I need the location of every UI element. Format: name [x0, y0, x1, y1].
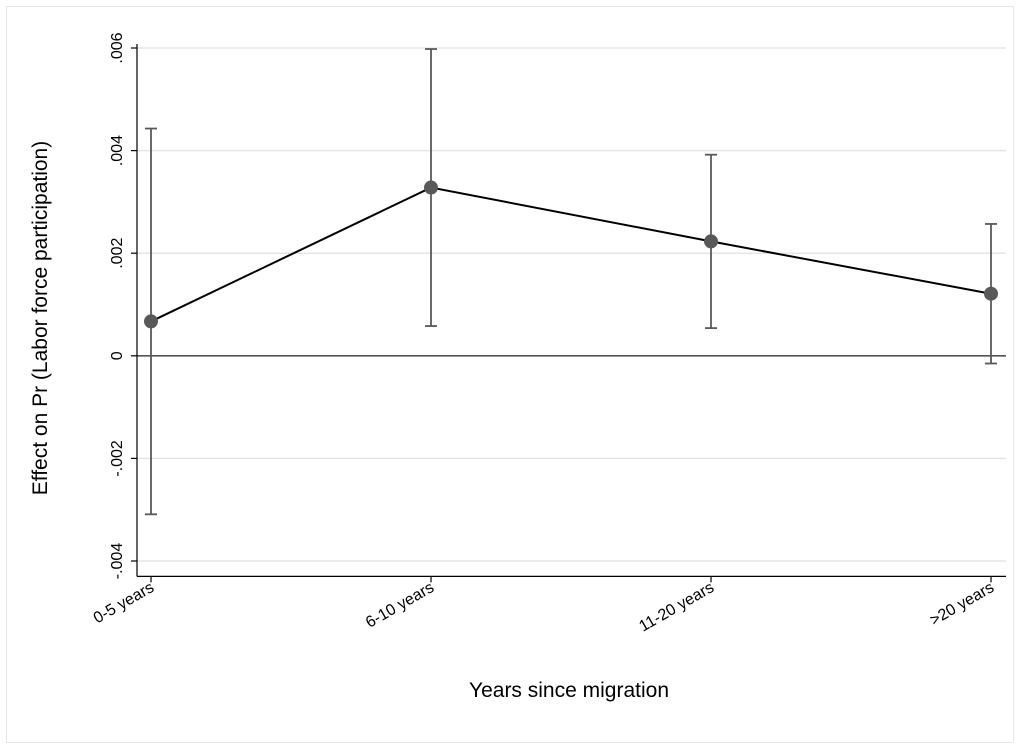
x-tick-label: >20 years: [927, 579, 997, 629]
x-tick-label: 11-20 years: [636, 579, 717, 635]
x-axis-title: Years since migration: [469, 679, 669, 702]
y-axis-title: Effect on Pr (Labor force participation): [29, 141, 52, 495]
data-point: [984, 286, 998, 301]
data-point: [144, 314, 158, 329]
y-tick-label: -.002: [109, 440, 126, 477]
error-bars: [145, 48, 997, 516]
gridlines: [137, 47, 1006, 562]
y-tick-labels: -.004 -.002 0 .002 .004 .006: [109, 32, 126, 579]
series-line: [150, 186, 992, 323]
y-tick-label: .002: [109, 238, 126, 269]
x-tick-labels: 0-5 years 6-10 years 11-20 years >20 years: [91, 579, 997, 635]
y-tick-label: .004: [109, 135, 126, 166]
axes: [131, 44, 1006, 583]
data-point: [704, 234, 718, 249]
x-tick-label: 0-5 years: [91, 579, 157, 627]
series: [144, 180, 998, 329]
y-tick-label: -.004: [109, 543, 126, 580]
x-tick-label: 6-10 years: [363, 579, 437, 632]
chart-frame: [6, 6, 1014, 743]
data-point: [424, 180, 438, 195]
y-tick-label: 0: [109, 351, 126, 360]
y-tick-label: .006: [109, 32, 126, 63]
